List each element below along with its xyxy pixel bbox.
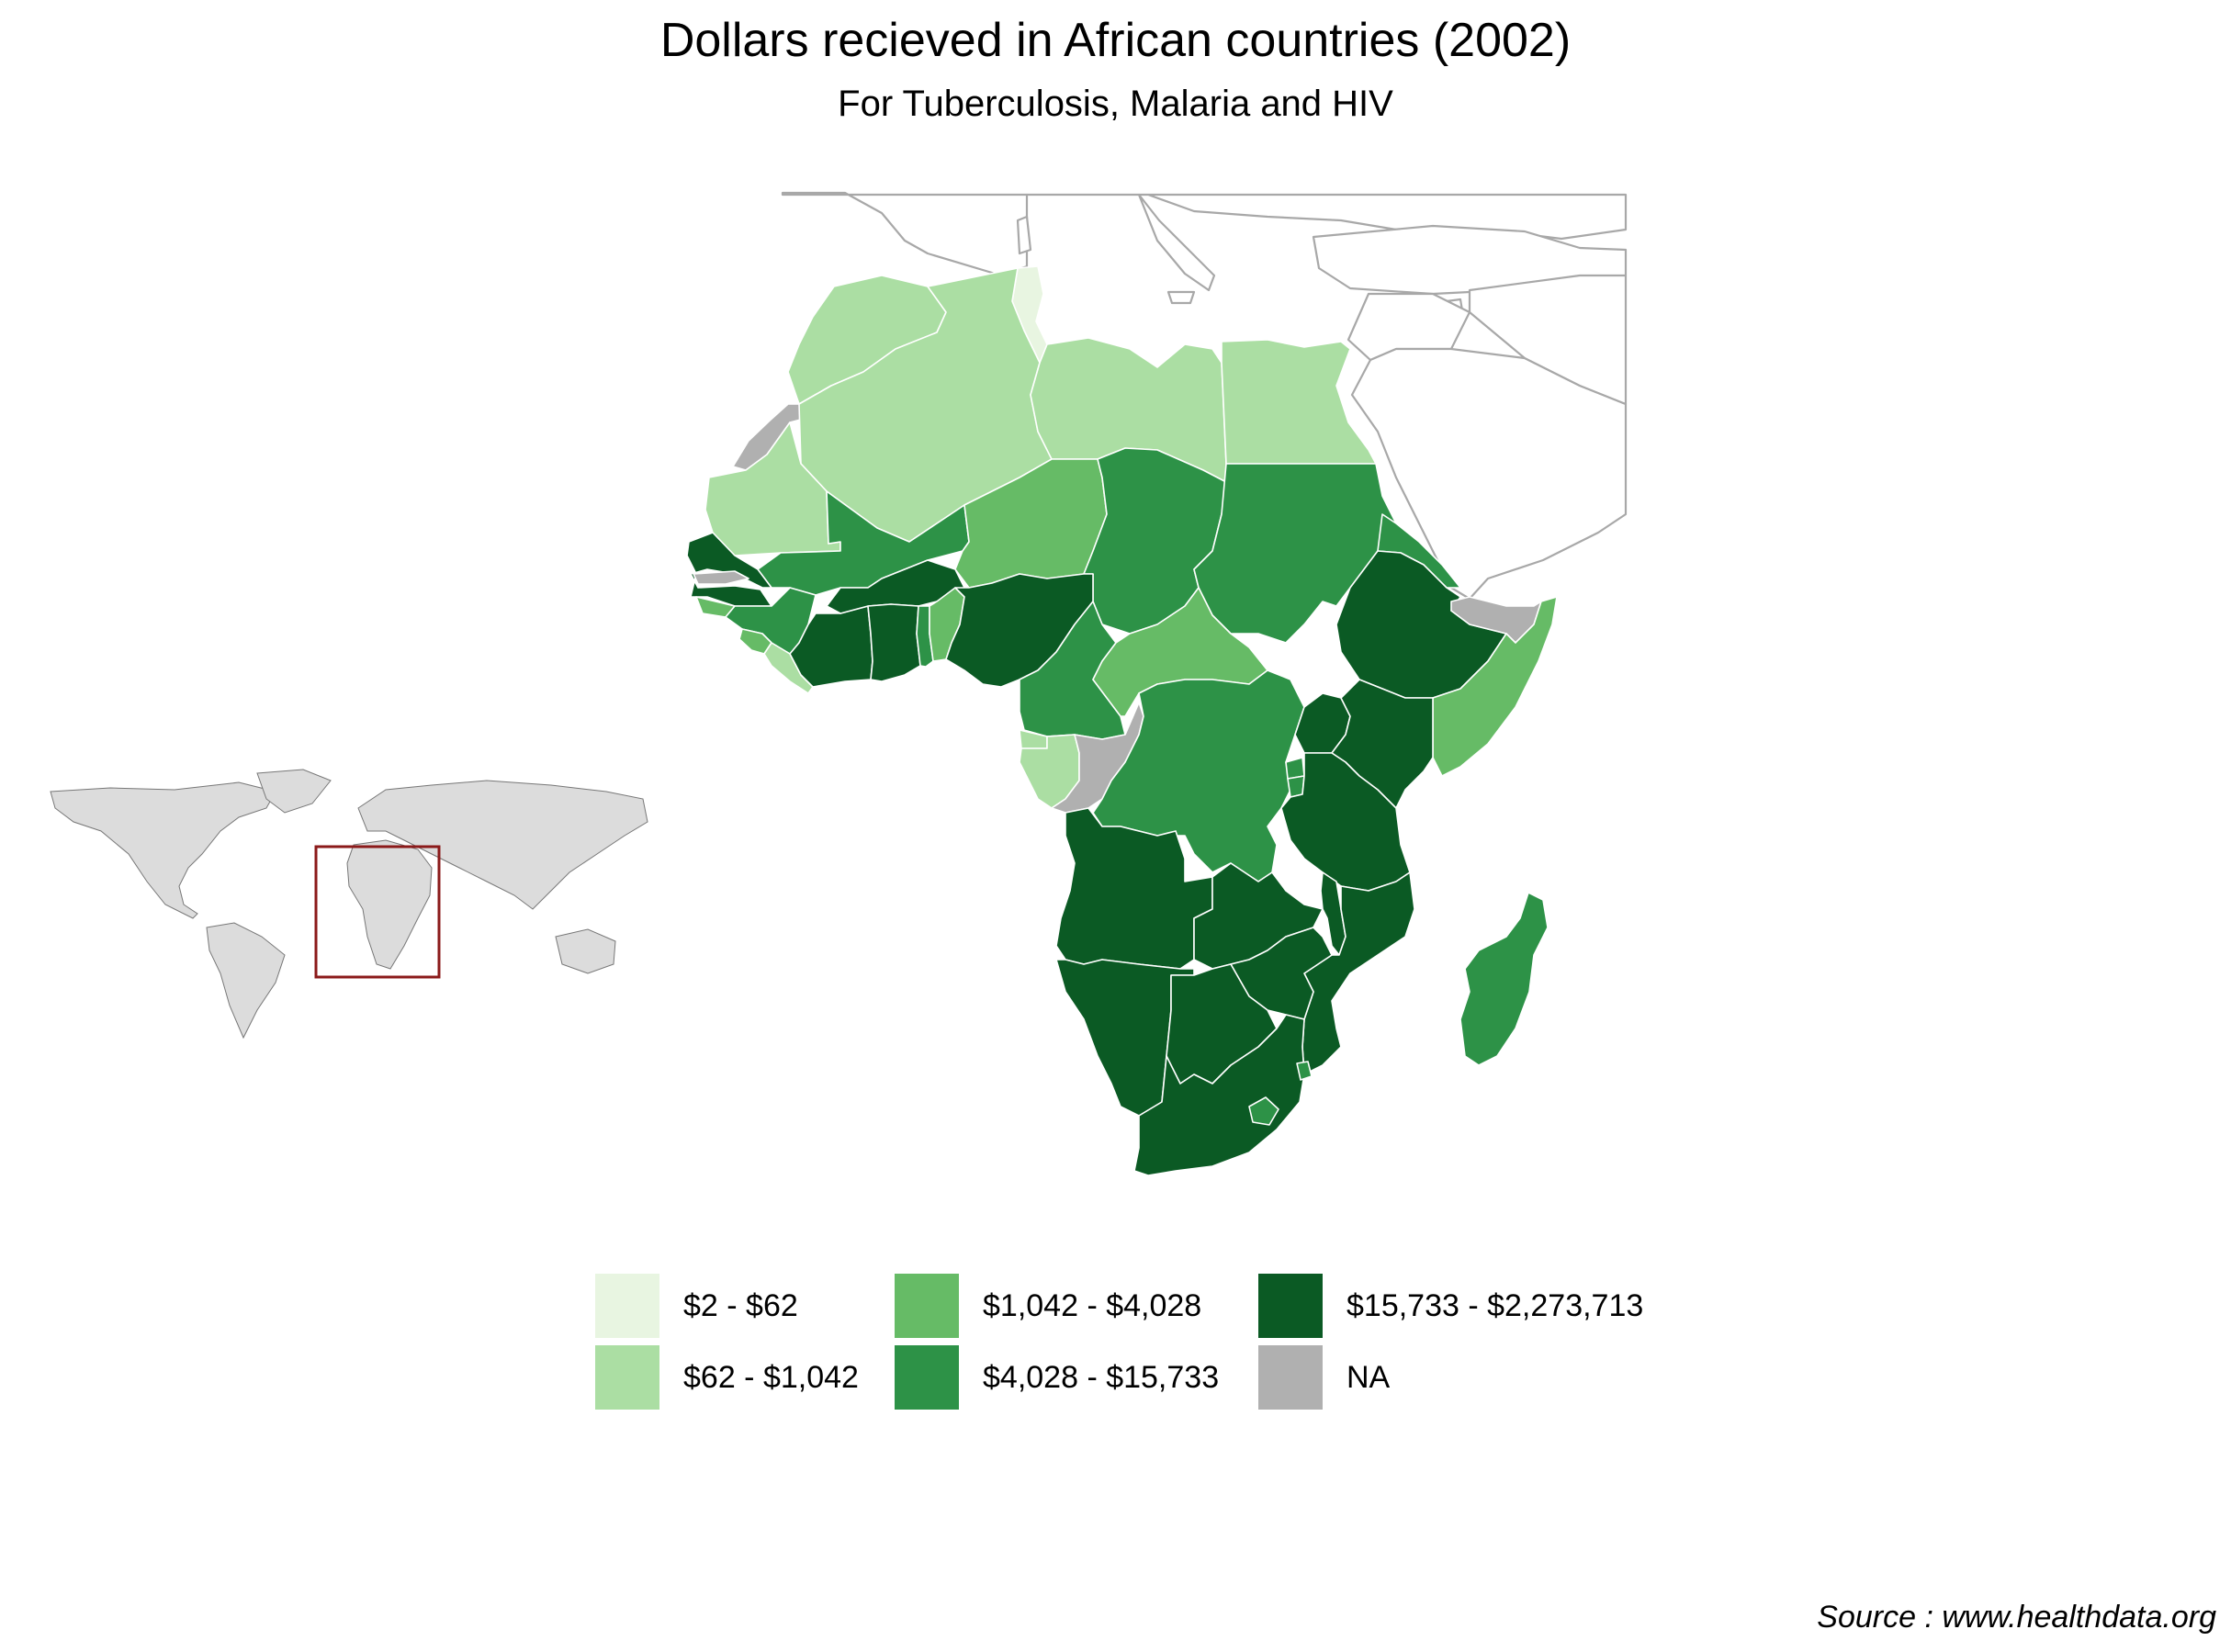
inset-world-map xyxy=(50,769,648,1040)
region-lesotho xyxy=(1248,1096,1279,1126)
inset-south-america xyxy=(206,922,286,1040)
region-ghana xyxy=(867,603,921,682)
legend-item: NA xyxy=(1258,1343,1390,1411)
region-swaziland xyxy=(1296,1061,1313,1081)
arabian-peninsula xyxy=(1350,347,1628,601)
map-title: Dollars recieved in African countries (2… xyxy=(659,14,1572,67)
inset-north-america xyxy=(50,781,276,919)
surrounding-land xyxy=(781,191,1628,601)
legend-label: $62 - $1,042 xyxy=(683,1359,859,1395)
region-madagascar xyxy=(1459,892,1549,1066)
legend-swatch xyxy=(595,1274,659,1338)
inset-australia xyxy=(555,928,616,974)
legend-item: $4,028 - $15,733 xyxy=(895,1343,1219,1411)
europe-iberia xyxy=(781,191,1029,277)
legend-item: $15,733 - $2,273,713 xyxy=(1258,1272,1643,1340)
region-rwanda xyxy=(1285,757,1305,780)
region-senegal xyxy=(686,532,772,607)
region-mozambique xyxy=(1301,871,1415,1075)
sicily-sardinia xyxy=(1016,215,1196,305)
map-subtitle: For Tuberculosis, Malaria and HIV xyxy=(838,84,1393,124)
legend-swatch xyxy=(1258,1345,1323,1410)
legend-item: $2 - $62 xyxy=(595,1272,798,1340)
legend-item: $62 - $1,042 xyxy=(595,1343,859,1411)
region-kenya xyxy=(1331,679,1434,809)
europe-east xyxy=(1025,193,1628,241)
legend-swatch xyxy=(895,1274,959,1338)
legend-label: $1,042 - $4,028 xyxy=(983,1287,1202,1323)
region-sudan xyxy=(1193,463,1397,644)
legend-swatch xyxy=(595,1345,659,1410)
source-note: Source : www.healthdata.org xyxy=(1817,1600,2216,1635)
region-gambia xyxy=(693,570,749,585)
region-zimbabwe xyxy=(1230,927,1333,1020)
legend-swatch xyxy=(895,1345,959,1410)
legend-label: $15,733 - $2,273,713 xyxy=(1346,1287,1644,1323)
legend-label: $2 - $62 xyxy=(683,1287,798,1323)
italy xyxy=(1137,193,1216,292)
region-egypt xyxy=(1221,339,1377,465)
legend: $2 - $62 $62 - $1,042 $1,042 - $4,028 $4,02… xyxy=(595,1272,1697,1419)
inset-eurasia xyxy=(357,780,648,910)
inset-greenland xyxy=(256,769,332,814)
iran-iraq xyxy=(1468,274,1628,406)
region-south-africa xyxy=(1133,1014,1305,1176)
legend-label: $4,028 - $15,733 xyxy=(983,1359,1220,1395)
legend-item: $1,042 - $4,028 xyxy=(895,1272,1201,1340)
africa-countries xyxy=(686,265,1558,1176)
legend-swatch xyxy=(1258,1274,1323,1338)
inset-africa-frame xyxy=(314,845,441,979)
region-malawi xyxy=(1320,871,1346,956)
legend-label: NA xyxy=(1346,1359,1391,1395)
inset-africa xyxy=(346,839,433,970)
